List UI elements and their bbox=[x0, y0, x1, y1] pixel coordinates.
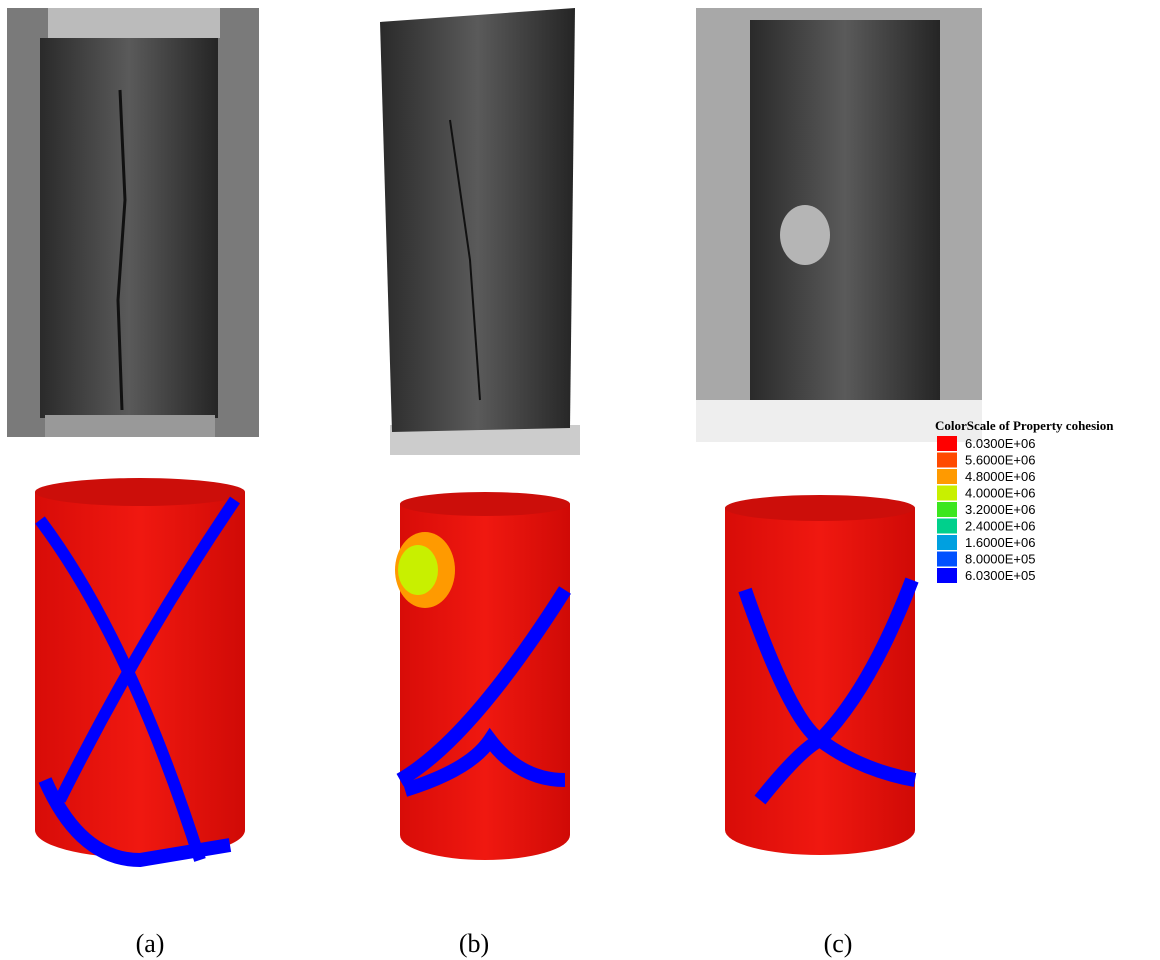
legend-label: 2.4000E+06 bbox=[965, 519, 1035, 534]
caption: (a) bbox=[136, 929, 165, 958]
legend-label: 8.0000E+05 bbox=[965, 552, 1035, 567]
legend-swatch bbox=[937, 453, 957, 468]
model-a bbox=[35, 478, 245, 860]
photo-c bbox=[696, 8, 982, 442]
legend-swatch bbox=[937, 535, 957, 550]
caption: (b) bbox=[459, 929, 489, 958]
figure: ColorScale of Property cohesion 6.0300E+… bbox=[0, 0, 1160, 960]
legend-swatch bbox=[937, 436, 957, 451]
page: ColorScale of Property cohesion 6.0300E+… bbox=[0, 0, 1160, 960]
legend-title: ColorScale of Property cohesion bbox=[935, 418, 1114, 433]
legend-label: 4.8000E+06 bbox=[965, 469, 1035, 484]
legend-swatch bbox=[937, 502, 957, 517]
legend-swatch bbox=[937, 486, 957, 501]
caption: (c) bbox=[824, 929, 853, 958]
legend-swatch bbox=[937, 552, 957, 567]
legend-label: 4.0000E+06 bbox=[965, 486, 1035, 501]
legend-swatch bbox=[937, 519, 957, 534]
legend-label: 5.6000E+06 bbox=[965, 453, 1035, 468]
legend-swatch bbox=[937, 568, 957, 583]
model-c bbox=[725, 495, 915, 855]
legend-label: 6.0300E+05 bbox=[965, 568, 1035, 583]
legend-label: 6.0300E+06 bbox=[965, 436, 1035, 451]
legend-label: 1.6000E+06 bbox=[965, 535, 1035, 550]
legend-swatch bbox=[937, 469, 957, 484]
legend-label: 3.2000E+06 bbox=[965, 502, 1035, 517]
model-b bbox=[395, 492, 570, 860]
photo-a bbox=[7, 8, 259, 437]
photo-b bbox=[380, 8, 580, 455]
legend: 6.0300E+06 5.6000E+064.8000E+06 4.0000E+06… bbox=[937, 436, 1035, 583]
